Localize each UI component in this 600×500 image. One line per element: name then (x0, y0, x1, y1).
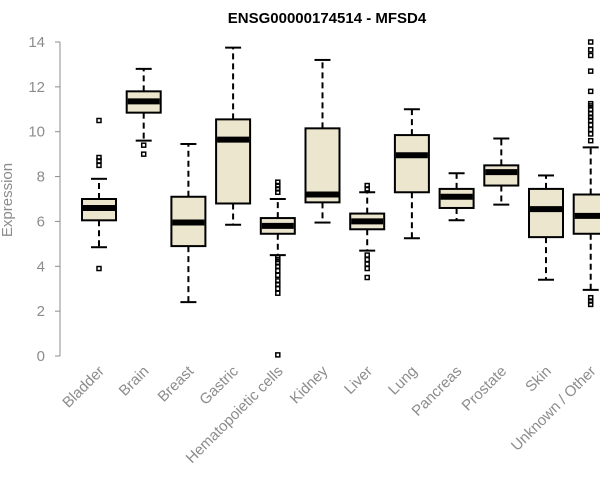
outlier-point (96, 162, 102, 169)
outlier-point (587, 88, 594, 95)
box-group (349, 182, 386, 281)
y-tick-label: 14 (28, 34, 45, 51)
iqr-box (304, 127, 341, 204)
outlier-point (364, 261, 370, 267)
outlier-point (140, 151, 147, 157)
y-axis-label: Expression (0, 163, 16, 237)
outlier-point (587, 122, 594, 128)
box-group (259, 179, 296, 358)
y-tick-label: 12 (28, 79, 45, 96)
outlier-point (587, 294, 594, 301)
outlier-point (364, 256, 370, 263)
outlier-point (364, 182, 370, 189)
x-category-label: Liver (341, 363, 376, 398)
outlier-point (96, 265, 102, 272)
y-axis-ticks: 0 2 4 6 8 10 12 14 (28, 34, 60, 365)
y-tick-label: 4 (37, 258, 45, 275)
outlier-point (587, 39, 594, 45)
outlier-point (275, 290, 281, 296)
outlier-point (364, 265, 370, 272)
outlier-point (587, 100, 594, 107)
x-category-label: Skin (522, 363, 555, 396)
outlier-point (364, 274, 370, 281)
outlier-point (587, 111, 594, 117)
box-group (215, 46, 252, 226)
outlier-point (364, 252, 370, 258)
iqr-box (215, 118, 252, 205)
y-tick-label: 0 (37, 348, 45, 365)
iqr-box (393, 134, 430, 194)
x-category-label: Unknown / Other (508, 363, 600, 455)
y-tick-label: 10 (28, 124, 45, 141)
outlier-point (96, 117, 102, 124)
y-tick-label: 2 (37, 303, 45, 320)
x-category-label: Breast (155, 362, 198, 405)
x-category-label: Brain (116, 363, 153, 400)
box-group (483, 137, 520, 206)
outlier-point (96, 154, 102, 161)
x-category-label: Lung (385, 363, 421, 399)
iqr-box (483, 164, 520, 187)
outlier-point (587, 68, 594, 74)
box-group (81, 117, 117, 272)
box-group (304, 58, 341, 224)
iqr-box (528, 187, 564, 239)
x-category-label: Bladder (59, 363, 108, 412)
outlier-point (275, 272, 281, 279)
box-group (125, 67, 162, 157)
outlier-point (275, 285, 281, 292)
outlier-point (587, 52, 594, 59)
boxes-layer (81, 39, 600, 358)
outlier-point (587, 47, 594, 53)
outlier-point (587, 137, 594, 144)
outlier-point (275, 278, 281, 284)
outlier-point (275, 268, 281, 274)
outlier-point (587, 131, 594, 137)
chart-title: ENSG00000174514 - MFSD4 (228, 10, 427, 27)
box-group (528, 174, 564, 281)
outlier-point (275, 254, 281, 261)
y-tick-label: 6 (37, 213, 45, 230)
box-group (438, 172, 475, 222)
outlier-point (140, 142, 147, 148)
outlier-point (275, 179, 281, 185)
outlier-point (587, 126, 594, 133)
box-group (572, 39, 600, 308)
box-group (170, 143, 207, 304)
box-group (393, 108, 430, 240)
x-category-label: Kidney (287, 362, 332, 407)
outlier-point (275, 352, 281, 358)
x-category-label: Prostate (459, 363, 511, 415)
y-tick-label: 8 (37, 169, 45, 186)
